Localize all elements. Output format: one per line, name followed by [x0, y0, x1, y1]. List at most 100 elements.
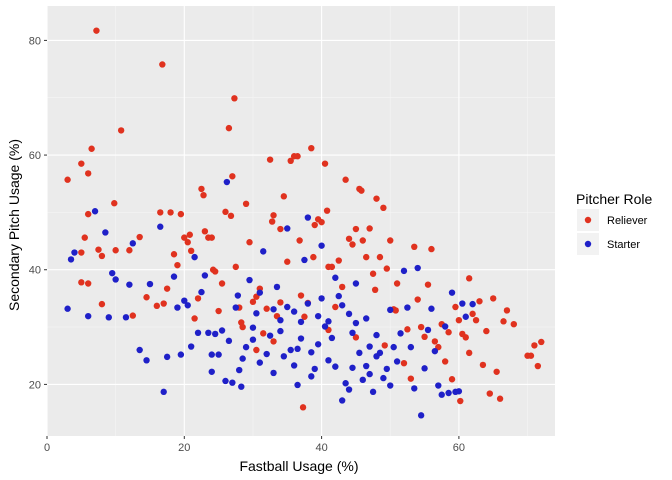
point-reliever	[229, 173, 236, 180]
point-reliever	[232, 263, 239, 271]
point-reliever	[310, 253, 317, 261]
point-starter	[328, 334, 336, 342]
point-reliever	[95, 246, 102, 253]
point-reliever	[299, 404, 307, 411]
point-starter	[397, 330, 404, 337]
point-reliever	[417, 323, 425, 331]
point-reliever	[421, 333, 428, 341]
point-starter	[249, 336, 257, 343]
point-reliever	[411, 243, 418, 250]
point-starter	[136, 346, 143, 354]
point-starter	[338, 302, 346, 309]
point-reliever	[358, 187, 365, 194]
point-reliever	[170, 251, 178, 258]
point-starter	[441, 323, 449, 330]
point-reliever	[490, 295, 497, 302]
point-starter	[345, 386, 353, 393]
y-tick-label: 80	[29, 35, 41, 47]
point-starter	[277, 327, 284, 335]
point-starter	[157, 223, 164, 230]
point-reliever	[153, 302, 161, 310]
point-reliever	[359, 237, 366, 244]
point-reliever	[321, 160, 329, 167]
legend-item-starter: Starter	[577, 233, 640, 255]
point-starter	[160, 388, 167, 396]
point-reliever	[431, 338, 439, 345]
point-reliever	[376, 253, 384, 261]
point-starter	[229, 379, 236, 386]
point-reliever	[177, 210, 185, 218]
point-reliever	[93, 27, 100, 34]
point-starter	[194, 329, 202, 336]
point-reliever	[527, 352, 535, 359]
point-starter	[222, 377, 229, 385]
point-starter	[84, 312, 92, 320]
point-starter	[304, 300, 312, 307]
point-starter	[400, 267, 408, 275]
point-starter	[304, 214, 312, 221]
point-reliever	[260, 330, 267, 337]
point-reliever	[366, 225, 373, 232]
point-starter	[311, 365, 318, 373]
point-starter	[366, 370, 373, 378]
point-starter	[239, 355, 246, 362]
point-reliever	[242, 200, 250, 207]
point-reliever	[296, 237, 303, 244]
point-reliever	[284, 258, 291, 265]
point-reliever	[407, 375, 415, 382]
point-reliever	[208, 234, 215, 241]
point-starter	[205, 329, 212, 336]
point-starter	[64, 305, 71, 312]
point-starter	[249, 324, 257, 331]
point-starter	[325, 357, 332, 364]
point-starter	[174, 304, 181, 311]
point-starter	[332, 363, 339, 370]
point-starter	[122, 314, 130, 321]
point-starter	[411, 385, 418, 392]
point-reliever	[184, 239, 191, 246]
point-starter	[297, 318, 305, 326]
point-starter	[198, 288, 205, 296]
point-reliever	[200, 192, 207, 199]
point-starter	[308, 373, 315, 380]
point-starter	[236, 366, 243, 374]
point-starter	[71, 249, 78, 256]
point-reliever	[338, 283, 346, 291]
data-points	[64, 27, 545, 419]
legend-marker-reliever	[584, 216, 592, 224]
point-reliever	[270, 212, 277, 219]
point-starter	[390, 343, 397, 351]
point-reliever	[225, 124, 233, 132]
point-starter	[414, 264, 421, 272]
point-starter	[383, 365, 391, 373]
point-starter	[187, 343, 195, 350]
point-reliever	[81, 234, 88, 241]
point-starter	[325, 318, 332, 325]
x-axis-title: Fastball Usage (%)	[239, 458, 358, 474]
x-axis-ticks: 0 20 40 60	[44, 436, 465, 454]
point-reliever	[462, 334, 469, 341]
point-reliever	[345, 235, 353, 242]
point-reliever	[181, 234, 188, 241]
point-starter	[238, 383, 245, 390]
point-reliever	[380, 204, 387, 212]
point-starter	[352, 319, 360, 327]
legend-marker-starter	[584, 240, 592, 248]
point-reliever	[383, 265, 391, 272]
point-reliever	[323, 207, 331, 214]
point-reliever	[249, 298, 257, 306]
point-starter	[404, 304, 411, 311]
point-starter	[270, 306, 277, 313]
point-reliever	[187, 247, 195, 255]
point-starter	[352, 280, 360, 287]
point-reliever	[280, 193, 288, 200]
x-tick-label: 60	[453, 442, 465, 454]
point-reliever	[445, 329, 452, 336]
point-reliever	[160, 300, 167, 307]
point-reliever	[457, 397, 464, 405]
point-starter	[170, 273, 178, 280]
point-starter	[294, 345, 301, 353]
point-reliever	[393, 280, 401, 287]
point-starter	[208, 351, 215, 358]
